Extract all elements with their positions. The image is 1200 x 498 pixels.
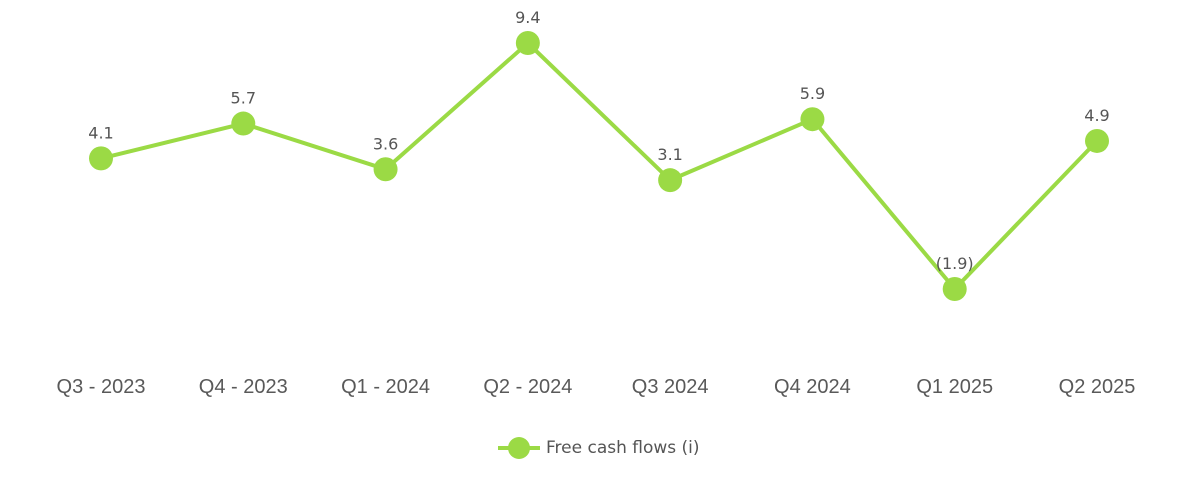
- x-axis-tick-label: Q3 - 2023: [56, 376, 146, 398]
- data-value-label: 4.9: [1084, 106, 1109, 125]
- data-value-label: 4.1: [88, 123, 113, 142]
- x-axis-tick-label: Q3 2024: [631, 376, 709, 398]
- x-axis-tick-label: Q2 2025: [1058, 376, 1136, 398]
- data-point-marker: [1085, 128, 1109, 153]
- legend: Free cash flows (i): [498, 436, 700, 460]
- data-value-label: 5.9: [800, 84, 825, 103]
- data-markers: [89, 31, 1109, 301]
- data-value-label: 3.6: [373, 134, 398, 153]
- legend-label: Free cash flows (i): [546, 438, 700, 458]
- legend-line-marker-icon: [498, 437, 540, 459]
- data-labels: 4.1 5.7 3.6 9.4 3.1 5.9 (1.9) 4.9: [88, 8, 1109, 273]
- x-axis-tick-label: Q4 - 2023: [198, 376, 288, 398]
- data-point-marker: [89, 146, 113, 171]
- data-value-label: 9.4: [515, 8, 540, 27]
- data-point-marker: [942, 277, 967, 301]
- data-point-marker: [800, 107, 825, 132]
- data-point-marker: [373, 157, 398, 182]
- x-axis-tick-label: Q2 - 2024: [483, 376, 573, 398]
- data-point-marker: [515, 31, 540, 55]
- x-axis-tick-label: Q1 - 2024: [341, 376, 431, 398]
- x-axis-tick-label: Q1 2025: [916, 376, 994, 398]
- data-value-label: 5.7: [231, 89, 256, 108]
- series-line: [100, 41, 1099, 291]
- x-axis-tick-label: Q4 2024: [774, 376, 851, 398]
- data-value-label: 3.1: [657, 145, 682, 164]
- data-point-marker: [658, 168, 683, 193]
- data-point-marker: [231, 111, 256, 136]
- data-value-label: (1.9): [936, 254, 974, 273]
